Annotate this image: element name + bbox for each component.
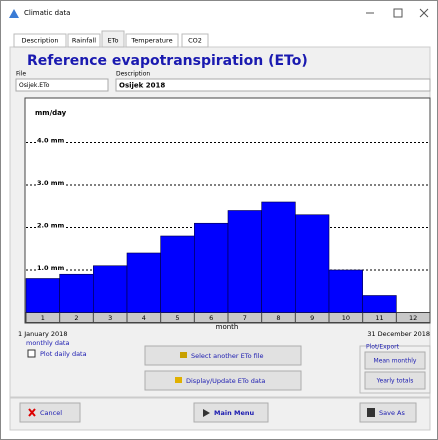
cancel-button[interactable] — [19, 402, 81, 423]
select-button[interactable] — [144, 345, 302, 366]
main-menu-label: Main Menu — [214, 409, 254, 417]
y-tick-label-bg — [36, 221, 66, 230]
bar — [261, 201, 296, 313]
x-tick-label: 12 — [409, 314, 417, 322]
x-tick-label: 4 — [142, 314, 146, 322]
mean-monthly-label: Mean monthly — [374, 358, 417, 365]
file-input[interactable] — [15, 78, 109, 92]
tab[interactable] — [13, 33, 67, 48]
x-tick-label: 6 — [209, 314, 213, 322]
select-label: Select another ETo file — [191, 352, 264, 360]
tab-label: ETo — [108, 37, 119, 45]
window-title: Climatic data — [24, 9, 70, 17]
close[interactable] — [419, 8, 429, 18]
plot-export-title: Plot/Export — [366, 344, 400, 351]
tab[interactable] — [125, 33, 179, 48]
save-as-button[interactable] — [359, 402, 417, 423]
x-tick-label: 9 — [310, 314, 314, 322]
app-icon — [9, 9, 19, 18]
tab-label: Temperature — [130, 37, 172, 45]
y-tick-label-bg — [36, 264, 66, 272]
save-icon — [367, 408, 375, 417]
x-tick-label: 11 — [375, 314, 383, 322]
yearly-totals-label: Yearly totals — [376, 378, 414, 385]
end-date: 31 December 2018 — [367, 330, 430, 338]
checkbox[interactable] — [27, 349, 36, 358]
x-tick-label: 3 — [108, 314, 112, 322]
y-tick-label-bg — [36, 179, 66, 187]
tab-label: Description — [21, 37, 58, 45]
display-button[interactable] — [144, 370, 302, 391]
bar — [25, 278, 60, 313]
display-label: Display/Update ETo data — [186, 377, 265, 385]
y-tick-label: 2.0 mm — [37, 222, 65, 230]
description-label: Description — [116, 71, 150, 78]
bar — [194, 222, 229, 313]
bar — [295, 214, 330, 313]
heading: Reference evapotranspiration (ETo) — [27, 53, 308, 69]
x-tick-label: 8 — [276, 314, 280, 322]
maximize[interactable] — [393, 8, 403, 18]
save-as-label: Save As — [379, 409, 405, 417]
mean-monthly-button[interactable] — [364, 351, 426, 370]
tab[interactable] — [181, 33, 209, 48]
tab-label: CO2 — [188, 37, 202, 45]
y-axis-label: mm/day — [35, 109, 67, 117]
y-tick-label: 3.0 mm — [37, 179, 65, 187]
cancel-label: Cancel — [40, 409, 62, 417]
tab-label: Rainfall — [72, 37, 96, 45]
x-tick-label: 1 — [41, 314, 45, 322]
x-tick-label: 10 — [342, 314, 350, 322]
y-tick-label-bg — [36, 136, 66, 145]
tab[interactable] — [101, 30, 125, 48]
y-tick-label: 4.0 mm — [37, 137, 65, 145]
x-tick-label: 7 — [243, 314, 247, 322]
bar — [227, 210, 262, 313]
bar — [93, 265, 128, 313]
bar — [160, 235, 195, 313]
checkbox-label: Plot daily data — [40, 350, 87, 358]
bar — [328, 269, 363, 313]
display-icon — [175, 377, 182, 383]
data-kind: monthly data — [26, 339, 69, 347]
yearly-totals-button[interactable] — [364, 371, 426, 390]
bar — [126, 252, 161, 313]
x-axis-label: month — [216, 323, 239, 331]
x-tick-label: 2 — [74, 314, 78, 322]
x-tick-label: 5 — [175, 314, 179, 322]
tab[interactable] — [67, 33, 101, 48]
main-menu-button[interactable] — [193, 402, 269, 423]
select-icon — [180, 352, 187, 358]
y-tick-label: 1.0 mm — [37, 264, 65, 272]
cancel-icon — [28, 408, 36, 417]
description-input[interactable] — [115, 78, 431, 92]
file-label: File — [16, 71, 26, 78]
file-value: Osijek.ETo — [19, 82, 50, 89]
start-date: 1 January 2018 — [18, 330, 67, 338]
description-value: Osijek 2018 — [119, 82, 165, 90]
main-menu-icon — [203, 409, 210, 417]
bar — [59, 273, 94, 313]
plot-export-group — [359, 345, 431, 394]
bar — [362, 295, 397, 313]
